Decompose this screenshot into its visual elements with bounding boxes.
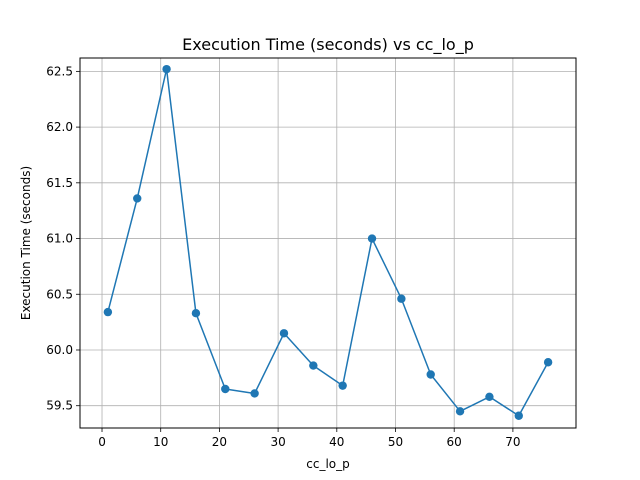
data-point bbox=[191, 309, 201, 318]
y-axis-ticks: 59.5 60.0 60.5 61.0 61.5 62.0 62.5 bbox=[46, 64, 80, 413]
data-point bbox=[426, 370, 435, 379]
chart-title: Execution Time (seconds) vs cc_lo_p bbox=[182, 35, 474, 55]
data-point bbox=[338, 381, 347, 390]
y-tick-label: 62.5 bbox=[46, 64, 73, 78]
y-tick-label: 62.0 bbox=[46, 120, 73, 134]
data-point bbox=[250, 389, 259, 398]
data-point bbox=[162, 64, 171, 74]
y-tick-label: 60.0 bbox=[46, 343, 73, 357]
data-point bbox=[485, 392, 494, 401]
series-layer bbox=[103, 64, 553, 420]
data-point bbox=[514, 411, 523, 420]
x-axis-label: cc_lo_p bbox=[306, 457, 350, 471]
x-tick-label: 0 bbox=[98, 435, 106, 449]
x-tick-label: 30 bbox=[270, 435, 285, 449]
data-point bbox=[543, 358, 553, 367]
series-line bbox=[107, 68, 549, 417]
x-axis-ticks: 0 10 20 30 40 50 60 70 bbox=[98, 428, 521, 449]
data-point bbox=[221, 384, 230, 394]
data-point bbox=[103, 307, 113, 317]
y-tick-label: 59.5 bbox=[46, 399, 73, 413]
y-tick-label: 60.5 bbox=[46, 287, 73, 301]
y-axis-label: Execution Time (seconds) bbox=[19, 166, 33, 320]
data-point bbox=[133, 194, 142, 203]
data-point bbox=[367, 234, 377, 243]
x-tick-label: 10 bbox=[153, 435, 168, 449]
x-tick-label: 40 bbox=[329, 435, 344, 449]
y-tick-label: 61.5 bbox=[46, 176, 73, 190]
x-tick-label: 70 bbox=[505, 435, 520, 449]
plot-frame bbox=[79, 57, 577, 429]
plot-area bbox=[80, 58, 576, 428]
data-point bbox=[455, 407, 465, 416]
data-point bbox=[397, 294, 406, 303]
data-point bbox=[279, 329, 289, 338]
x-tick-label: 20 bbox=[212, 435, 227, 449]
grid bbox=[80, 58, 576, 428]
data-point bbox=[309, 361, 318, 370]
y-tick-label: 61.0 bbox=[46, 232, 73, 246]
x-tick-label: 50 bbox=[388, 435, 403, 449]
x-tick-label: 60 bbox=[447, 435, 462, 449]
